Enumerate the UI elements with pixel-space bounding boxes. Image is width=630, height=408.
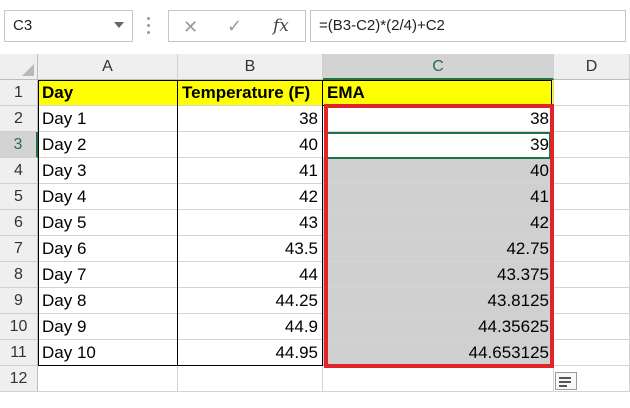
row-header-5[interactable]: 5 <box>0 184 38 210</box>
formula-input[interactable]: =(B3-C2)*(2/4)+C2 <box>310 10 626 42</box>
row-header-1[interactable]: 1 <box>0 80 38 106</box>
row-header-4[interactable]: 4 <box>0 158 38 184</box>
formula-bar: C3 ✕ ✓ fx =(B3-C2)*(2/4)+C2 <box>0 0 630 54</box>
cell-d4[interactable] <box>554 158 630 184</box>
cell-a5[interactable]: Day 4 <box>38 184 178 210</box>
cell-a4[interactable]: Day 3 <box>38 158 178 184</box>
cell-b12[interactable] <box>178 366 323 392</box>
quick-analysis-button[interactable] <box>555 372 577 390</box>
cell-d6[interactable] <box>554 210 630 236</box>
cell-d11[interactable] <box>554 340 630 366</box>
select-all-button[interactable] <box>0 54 38 80</box>
select-all-icon <box>22 64 34 76</box>
cell-d8[interactable] <box>554 262 630 288</box>
cell-a12[interactable] <box>38 366 178 392</box>
quick-analysis-icon <box>559 377 571 379</box>
cell-b2[interactable]: 38 <box>178 106 323 132</box>
row-header-11[interactable]: 11 <box>0 340 38 366</box>
cell-a11[interactable]: Day 10 <box>38 340 178 366</box>
cell-d10[interactable] <box>554 314 630 340</box>
cancel-icon[interactable]: ✕ <box>183 17 199 37</box>
cell-b7[interactable]: 43.5 <box>178 236 323 262</box>
cell-b3[interactable]: 40 <box>178 132 323 158</box>
grip-icon[interactable] <box>147 17 150 37</box>
row-header-6[interactable]: 6 <box>0 210 38 236</box>
insert-function-icon[interactable]: fx <box>273 16 289 36</box>
cell-a6[interactable]: Day 5 <box>38 210 178 236</box>
cell-a2[interactable]: Day 1 <box>38 106 178 132</box>
row-header-7[interactable]: 7 <box>0 236 38 262</box>
cell-c9[interactable]: 43.8125 <box>323 288 554 314</box>
cell-a9[interactable]: Day 8 <box>38 288 178 314</box>
cell-c2[interactable]: 38 <box>323 106 554 132</box>
cell-a7[interactable]: Day 6 <box>38 236 178 262</box>
cell-c6[interactable]: 42 <box>323 210 554 236</box>
cell-b9[interactable]: 44.25 <box>178 288 323 314</box>
cell-d1[interactable] <box>554 80 630 106</box>
cell-c7[interactable]: 42.75 <box>323 236 554 262</box>
cell-b11[interactable]: 44.95 <box>178 340 323 366</box>
cell-c5[interactable]: 41 <box>323 184 554 210</box>
cell-b10[interactable]: 44.9 <box>178 314 323 340</box>
column-header-c[interactable]: C <box>323 54 554 80</box>
cell-b6[interactable]: 43 <box>178 210 323 236</box>
cell-c4[interactable]: 40 <box>323 158 554 184</box>
spreadsheet-grid: A B C D 1 2 3 4 5 6 7 8 9 10 11 12 Day T… <box>0 54 630 408</box>
name-box[interactable]: C3 <box>4 10 133 42</box>
cell-a1[interactable]: Day <box>38 80 178 106</box>
column-header-a[interactable]: A <box>38 54 178 80</box>
row-header-3[interactable]: 3 <box>0 132 38 158</box>
cell-b4[interactable]: 41 <box>178 158 323 184</box>
cell-a10[interactable]: Day 9 <box>38 314 178 340</box>
cell-d3[interactable] <box>554 132 630 158</box>
row-header-8[interactable]: 8 <box>0 262 38 288</box>
cell-c11[interactable]: 44.653125 <box>323 340 554 366</box>
chevron-down-icon[interactable] <box>114 22 124 28</box>
cell-c3[interactable]: 39 <box>323 132 554 158</box>
cell-c1[interactable]: EMA <box>323 80 554 106</box>
cell-b5[interactable]: 42 <box>178 184 323 210</box>
cell-c10[interactable]: 44.35625 <box>323 314 554 340</box>
row-header-2[interactable]: 2 <box>0 106 38 132</box>
cell-b8[interactable]: 44 <box>178 262 323 288</box>
column-header-b[interactable]: B <box>178 54 323 80</box>
row-header-10[interactable]: 10 <box>0 314 38 340</box>
row-header-9[interactable]: 9 <box>0 288 38 314</box>
cell-d9[interactable] <box>554 288 630 314</box>
cell-c12[interactable] <box>323 366 554 392</box>
row-header-12[interactable]: 12 <box>0 366 38 392</box>
cell-d7[interactable] <box>554 236 630 262</box>
formula-buttons: ✕ ✓ fx <box>168 10 306 42</box>
cell-d2[interactable] <box>554 106 630 132</box>
name-box-value: C3 <box>13 17 33 34</box>
cell-d5[interactable] <box>554 184 630 210</box>
cell-c8[interactable]: 43.375 <box>323 262 554 288</box>
cell-a3[interactable]: Day 2 <box>38 132 178 158</box>
column-header-d[interactable]: D <box>554 54 630 80</box>
check-icon[interactable]: ✓ <box>227 16 243 36</box>
cell-a8[interactable]: Day 7 <box>38 262 178 288</box>
cell-b1[interactable]: Temperature (F) <box>178 80 323 106</box>
